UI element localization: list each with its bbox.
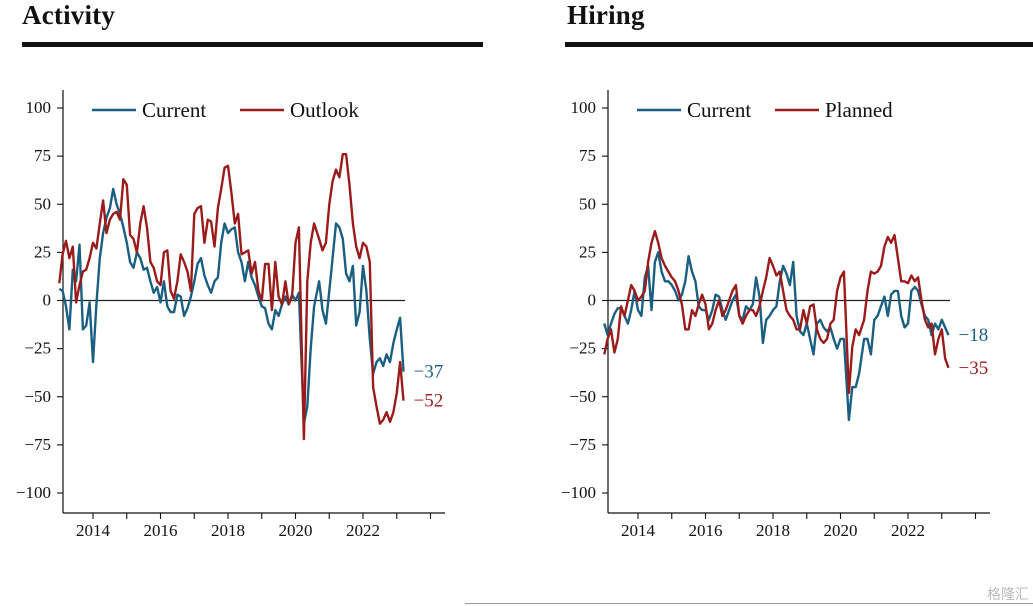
legend-label-secondary: Outlook — [290, 98, 359, 122]
panel-title: Activity — [22, 0, 116, 30]
legend-label-current: Current — [142, 98, 206, 122]
activity-panel: Activity 100 75 50 25 0 −25 −50 −75 −100 2014 2016… — [0, 0, 483, 606]
hiring-chart: 100 75 50 25 0 −25 −50 −75 −100 2014 2016 2018 2020 2… — [561, 90, 990, 540]
activity-chart: 100 75 50 25 0 −25 −50 −75 −100 2014 2016 2018 2020 2… — [16, 90, 445, 540]
y-tick-label: 100 — [26, 98, 52, 117]
x-tick-label: 2020 — [279, 521, 313, 540]
x-tick-label: 2014 — [621, 521, 656, 540]
end-value-label: −18 — [959, 325, 989, 346]
end-value-label: −52 — [414, 391, 444, 412]
x-tick-label: 2022 — [346, 521, 380, 540]
y-tick-label: −50 — [569, 387, 596, 406]
title-rule — [565, 42, 1033, 47]
y-tick-label: 25 — [579, 242, 596, 261]
end-value-label: −35 — [959, 358, 989, 379]
y-tick-label: −50 — [24, 387, 51, 406]
watermark-logo: 格隆汇 — [987, 587, 1029, 603]
legend-label-secondary: Planned — [825, 98, 893, 122]
x-tick-label: 2022 — [891, 521, 925, 540]
bottom-divider — [465, 603, 1033, 604]
y-tick-label: −25 — [569, 339, 596, 358]
y-tick-label: 75 — [34, 146, 51, 165]
y-tick-label: 50 — [34, 194, 51, 213]
y-tick-label: 100 — [571, 98, 597, 117]
hiring-panel: Hiring 100 75 50 25 0 −25 −50 −75 −100 2014 2016 20… — [545, 0, 1033, 606]
series-line-planned — [603, 230, 950, 395]
y-tick-label: −100 — [16, 483, 51, 502]
legend-label-current: Current — [687, 98, 751, 122]
y-tick-label: 25 — [34, 242, 51, 261]
y-tick-label: 50 — [579, 194, 596, 213]
y-tick-label: −75 — [24, 435, 51, 454]
series-line-outlook — [58, 153, 405, 441]
x-tick-label: 2016 — [144, 521, 178, 540]
x-tick-label: 2020 — [824, 521, 858, 540]
y-tick-label: 0 — [588, 291, 597, 310]
y-tick-label: −75 — [569, 435, 596, 454]
y-tick-label: 0 — [43, 291, 52, 310]
x-tick-label: 2018 — [211, 521, 245, 540]
x-tick-label: 2018 — [756, 521, 790, 540]
series-line-current — [603, 251, 950, 422]
panel-title: Hiring — [567, 0, 645, 30]
y-tick-label: −25 — [24, 339, 51, 358]
title-rule — [22, 42, 483, 47]
series-line-current — [58, 187, 405, 425]
x-tick-label: 2016 — [689, 521, 723, 540]
y-tick-label: 75 — [579, 146, 596, 165]
end-value-label: −37 — [414, 362, 444, 383]
y-tick-label: −100 — [561, 483, 596, 502]
x-tick-label: 2014 — [76, 521, 111, 540]
